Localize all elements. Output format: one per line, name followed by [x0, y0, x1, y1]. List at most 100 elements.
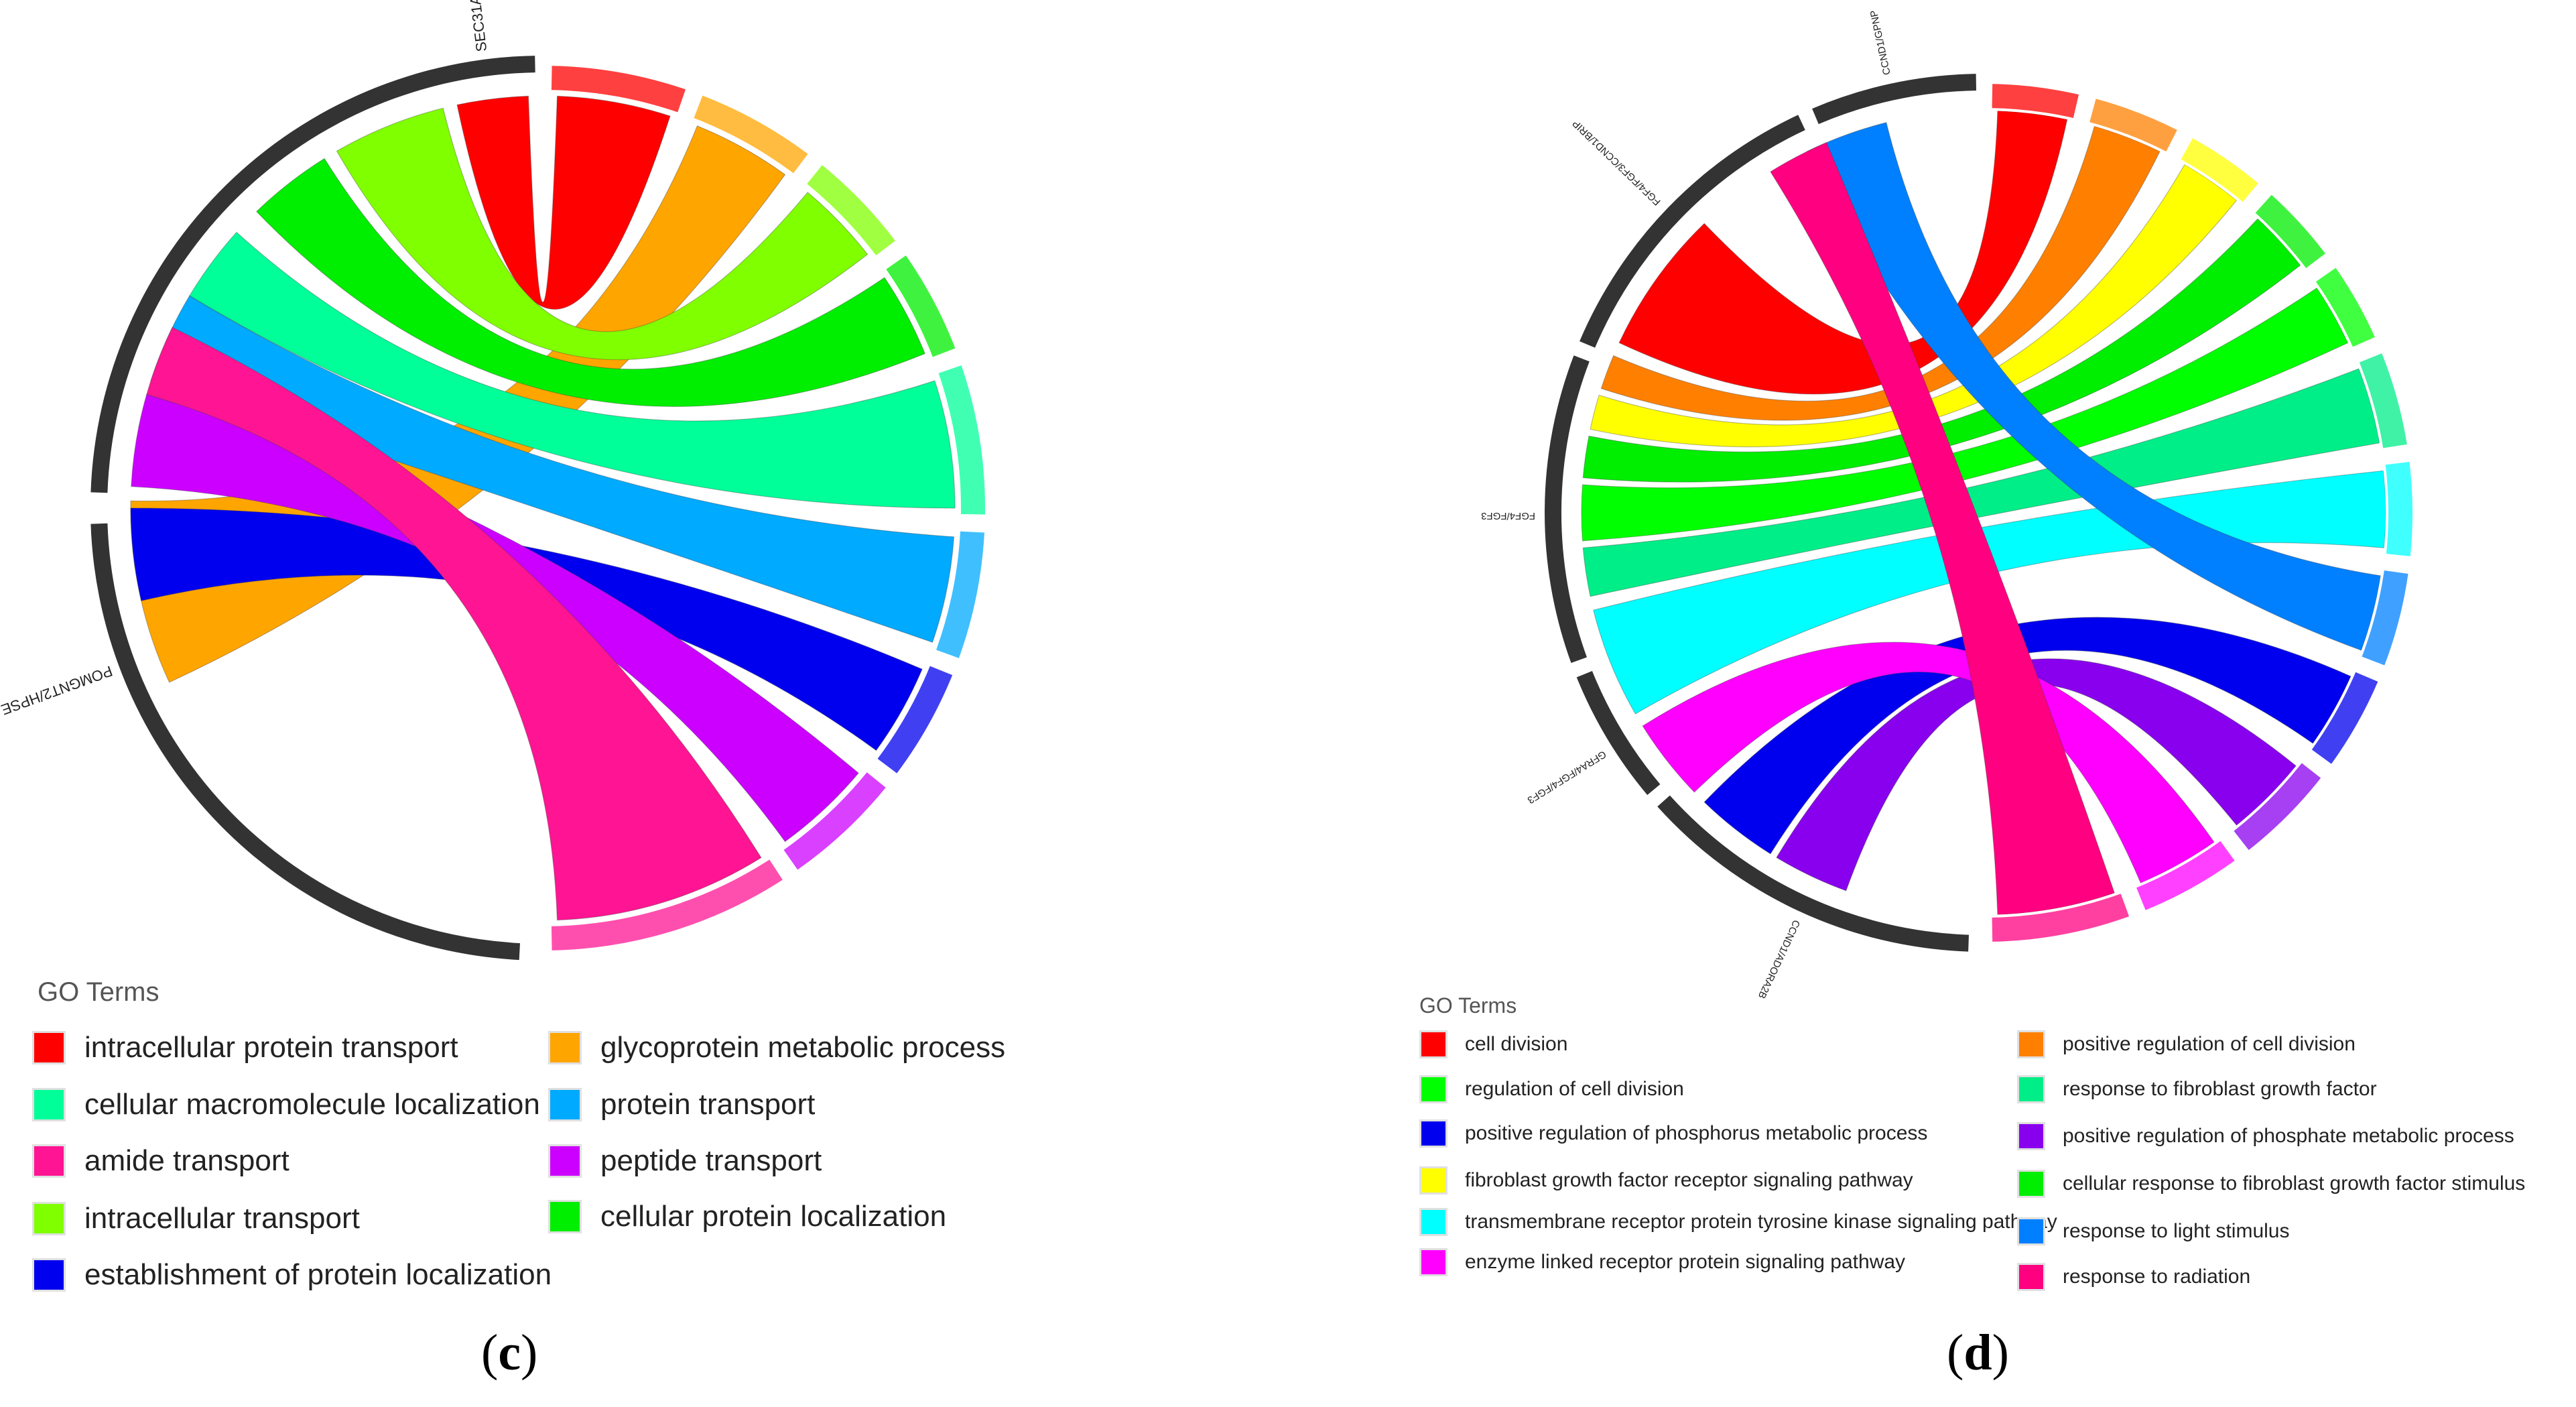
chord-ribbon: [336, 107, 868, 361]
term-arc: [2251, 191, 2329, 272]
legend-item: protein transport: [548, 1088, 815, 1121]
legend-label: cellular macromolecule localization: [84, 1088, 540, 1121]
legend-item: cellular macromolecule localization: [32, 1088, 540, 1121]
term-arc: [803, 161, 899, 259]
legend-swatch: [548, 1031, 582, 1064]
gene-label: FGF4/FGF3: [1481, 510, 1535, 522]
gene-arc: [1812, 74, 1976, 125]
legend-label: establishment of protein localization: [84, 1258, 552, 1291]
legend-label: intracellular protein transport: [84, 1031, 458, 1064]
legend-label: response to light stimulus: [2063, 1220, 2290, 1242]
legend-label: glycoprotein metabolic process: [600, 1031, 1006, 1064]
term-arc: [2382, 458, 2415, 560]
legend-label: regulation of cell division: [1465, 1078, 1684, 1100]
legend-swatch: [1419, 1075, 1447, 1103]
legend-swatch: [1419, 1166, 1447, 1195]
legend-swatch: [2017, 1075, 2045, 1103]
legend-item: cellular protein localization: [548, 1200, 946, 1233]
chord-ribbon: [255, 158, 925, 408]
legend-title-c: GO Terms: [38, 977, 159, 1007]
legend-item: peptide transport: [548, 1144, 822, 1178]
term-arc: [2230, 759, 2325, 854]
legend-item: response to fibroblast growth factor: [2017, 1075, 2377, 1103]
legend-item: response to light stimulus: [2017, 1217, 2290, 1245]
chord-ribbon: [1770, 141, 2116, 916]
gene-label: FGF4/FGF3/CCND1/BRIP: [1570, 117, 1663, 207]
chord-ribbon: [188, 231, 956, 509]
legend-item: fibroblast growth factor receptor signal…: [1419, 1166, 1913, 1195]
legend-item: amide transport: [32, 1144, 289, 1178]
chord-panel-d: [1545, 74, 2415, 952]
legend-swatch: [1419, 1119, 1447, 1148]
term-arc: [2132, 837, 2239, 914]
legend-label: cellular response to fibroblast growth f…: [2063, 1172, 2526, 1195]
chord-ribbon: [1600, 125, 2161, 421]
term-arc: [2358, 567, 2412, 669]
legend-swatch: [2017, 1030, 2045, 1058]
legend-label: response to radiation: [2063, 1266, 2251, 1288]
legend-swatch: [32, 1144, 66, 1178]
legend-swatch: [2017, 1170, 2045, 1198]
legend-item: glycoprotein metabolic process: [548, 1031, 1005, 1064]
legend-swatch: [32, 1031, 66, 1064]
legend-swatch: [548, 1088, 582, 1121]
legend-label: fibroblast growth factor receptor signal…: [1465, 1169, 1913, 1191]
legend-item: intracellular protein transport: [32, 1031, 458, 1064]
term-arc: [2177, 134, 2262, 206]
legend-label: cellular protein localization: [600, 1200, 947, 1233]
panel-letter-c: c: [498, 1325, 521, 1381]
legend-item: enzyme linked receptor protein signaling…: [1419, 1248, 1905, 1276]
legend-item: cell division: [1419, 1030, 1567, 1058]
legend-label: transmembrane receptor protein tyrosine …: [1465, 1211, 2057, 1233]
term-arc: [548, 63, 690, 116]
legend-label: intracellular transport: [84, 1202, 360, 1235]
panel-label-c: (c): [481, 1325, 538, 1381]
term-arc: [780, 768, 890, 874]
legend-swatch: [2017, 1122, 2045, 1150]
legend-swatch: [1419, 1030, 1447, 1058]
legend-swatch: [2017, 1217, 2045, 1245]
gene-label: GFRA4/FGF4/FGF3: [1525, 748, 1608, 806]
legend-label: positive regulation of phosphorus metabo…: [1465, 1122, 1928, 1144]
legend-swatch: [548, 1200, 582, 1233]
legend-item: establishment of protein localization: [32, 1258, 552, 1292]
legend-item: positive regulation of phosphate metabol…: [2017, 1122, 2514, 1150]
legend-item: regulation of cell division: [1419, 1075, 1684, 1103]
term-arc: [874, 662, 956, 778]
term-arc: [2086, 95, 2181, 156]
term-arc: [2356, 349, 2410, 452]
legend-swatch: [32, 1088, 66, 1121]
term-arc: [2312, 264, 2379, 351]
chord-ribbon: [146, 326, 762, 921]
legend-swatch: [1419, 1208, 1447, 1236]
term-arc: [548, 855, 787, 953]
legend-swatch: [32, 1202, 66, 1235]
legend-swatch: [1419, 1248, 1447, 1276]
term-arc: [690, 92, 812, 177]
legend-swatch: [32, 1258, 66, 1292]
chord-ribbon: [1582, 368, 2380, 597]
term-arc: [935, 361, 988, 517]
legend-item: intracellular transport: [32, 1202, 360, 1235]
legend-label: amide transport: [84, 1144, 289, 1177]
panel-letter-d: d: [1963, 1325, 1992, 1381]
legend-item: cellular response to fibroblast growth f…: [2017, 1170, 2525, 1198]
chord-ribbon: [456, 95, 671, 310]
gene-label: CCND1/GPNP: [1868, 9, 1893, 76]
legend-swatch: [548, 1144, 582, 1178]
chord-ribbon: [1642, 641, 2215, 884]
gene-label: POMGNT2/HPSE: [0, 662, 115, 718]
gene-label: SEC31A/PPO13/STXBP1: [453, 0, 491, 53]
term-arc: [1989, 81, 2082, 121]
gene-arc: [1545, 355, 1590, 663]
term-arc: [2308, 668, 2382, 768]
panel-label-d: (d): [1947, 1325, 2009, 1381]
legend-label: peptide transport: [600, 1144, 822, 1177]
legend-label: positive regulation of phosphate metabol…: [2063, 1125, 2514, 1147]
legend-label: cell division: [1465, 1033, 1568, 1055]
term-arc: [932, 528, 988, 662]
chord-ribbon: [1590, 164, 2238, 448]
chord-ribbon: [150, 295, 955, 643]
gene-arc: [1580, 115, 1805, 348]
